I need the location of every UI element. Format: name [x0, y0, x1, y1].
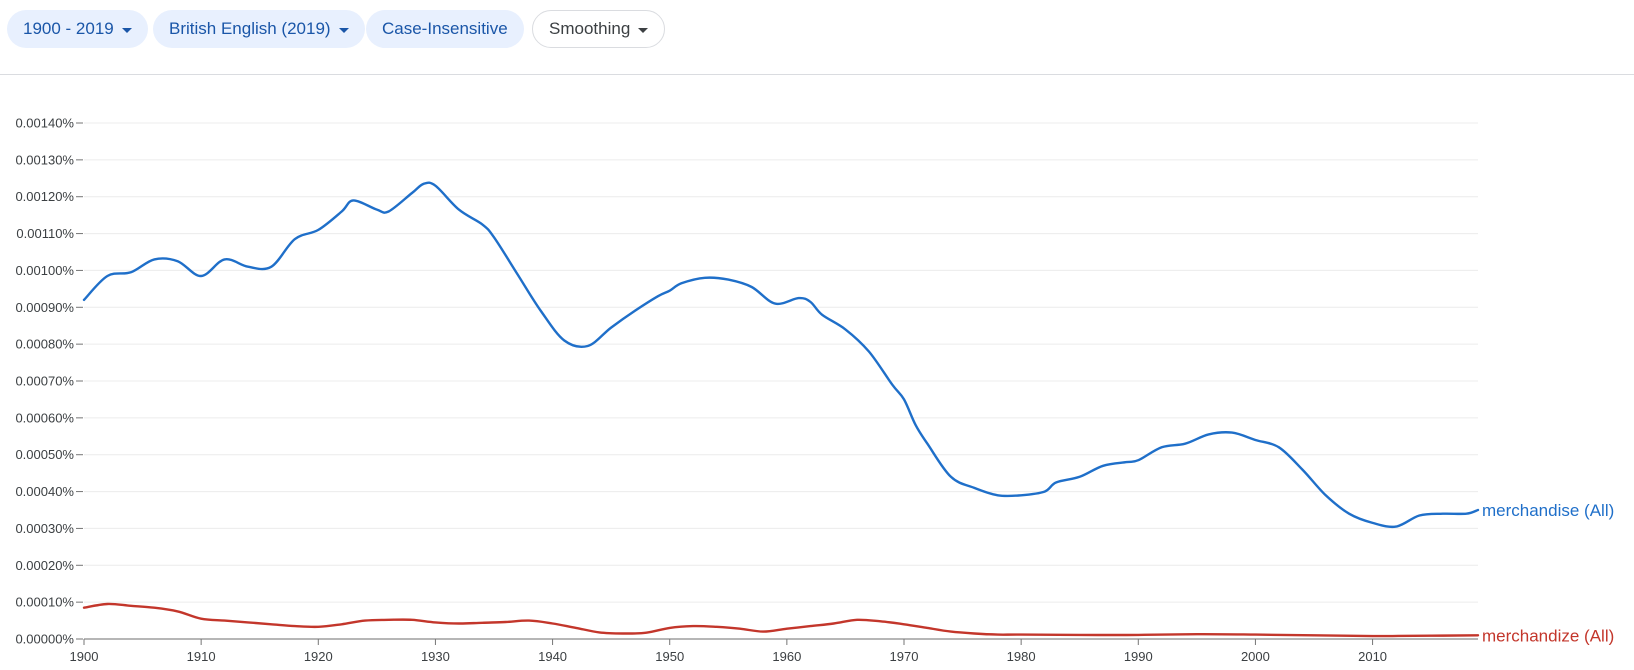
y-tick-label: 0.00040% — [15, 484, 74, 499]
y-tick-label: 0.00080% — [15, 337, 74, 352]
chevron-down-icon — [121, 27, 132, 33]
case-insensitive-toggle[interactable]: Case-Insensitive — [366, 10, 524, 48]
y-tick-label: 0.00020% — [15, 558, 74, 573]
corpus-label: British English (2019) — [169, 19, 331, 38]
y-tick-label: 0.00010% — [15, 595, 74, 610]
series-line-merchandise[interactable] — [82, 181, 1480, 529]
x-tick-label: 1910 — [187, 649, 216, 664]
chevron-down-icon — [638, 27, 649, 33]
ngram-line-chart: 0.00000% 0.00010% 0.00020% 0.00030% 0.00040%… — [15, 116, 1614, 665]
y-tick-label: 0.00100% — [15, 263, 74, 278]
year-range-dropdown[interactable]: 1900 - 2019 — [7, 10, 148, 48]
y-tick-label: 0.00050% — [15, 447, 74, 462]
axes: 0.00000% 0.00010% 0.00020% 0.00030% 0.00040%… — [15, 116, 1478, 664]
query-options-toolbar: 1900 - 2019 British English (2019) Case-… — [0, 0, 1634, 75]
chevron-down-icon — [338, 27, 349, 33]
series-labels: merchandise (All) merchandize (All) — [1482, 501, 1614, 645]
x-tick-label: 1990 — [1124, 649, 1153, 664]
x-tick-label: 1930 — [421, 649, 450, 664]
x-tick-label: 1960 — [772, 649, 801, 664]
series-lines[interactable] — [82, 181, 1480, 638]
gridlines — [84, 122, 1478, 603]
case-insensitive-label: Case-Insensitive — [382, 19, 508, 38]
y-tick-label: 0.00060% — [15, 410, 74, 425]
smoothing-dropdown[interactable]: Smoothing — [532, 10, 666, 48]
corpus-dropdown[interactable]: British English (2019) — [153, 10, 365, 48]
y-tick-label: 0.00120% — [15, 189, 74, 204]
smoothing-label: Smoothing — [549, 19, 631, 38]
series-line-merchandize[interactable] — [82, 602, 1480, 638]
x-tick-label: 1900 — [70, 649, 99, 664]
x-tick-label: 1970 — [890, 649, 919, 664]
x-tick-label: 1940 — [538, 649, 567, 664]
series-label[interactable]: merchandize (All) — [1482, 626, 1614, 645]
y-tick-label: 0.00140% — [15, 116, 74, 131]
y-tick-label: 0.00030% — [15, 521, 74, 536]
y-tick-label: 0.00090% — [15, 300, 74, 315]
y-tick-label: 0.00070% — [15, 374, 74, 389]
y-tick-label: 0.00130% — [15, 152, 74, 167]
series-label[interactable]: merchandise (All) — [1482, 501, 1614, 520]
y-tick-label: 0.00000% — [15, 632, 74, 647]
x-tick-label: 1920 — [304, 649, 333, 664]
x-tick-label: 2000 — [1241, 649, 1270, 664]
year-range-label: 1900 - 2019 — [23, 19, 114, 38]
x-tick-label: 1980 — [1007, 649, 1036, 664]
x-tick-label: 1950 — [655, 649, 684, 664]
x-tick-label: 2010 — [1358, 649, 1387, 664]
y-tick-label: 0.00110% — [16, 226, 74, 241]
